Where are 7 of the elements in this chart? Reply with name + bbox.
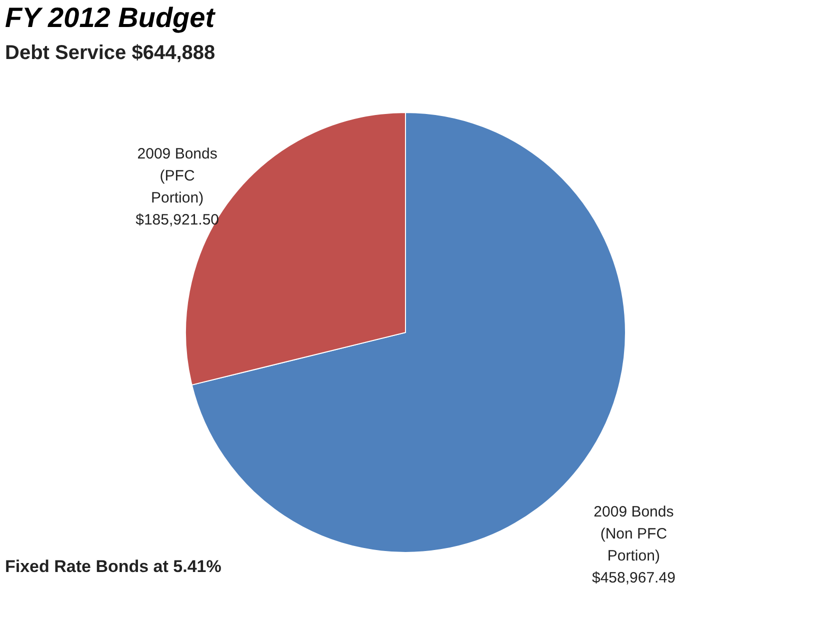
slice-label: 2009 Bonds (Non PFC Portion) — [594, 503, 674, 564]
data-label: $185,921.50 — [136, 212, 220, 229]
data-label: $458,967.49 — [592, 569, 676, 586]
chart-subtitle: Debt Service $644,888 — [5, 42, 216, 64]
chart-title: FY 2012 Budget — [5, 2, 216, 33]
slice-label: 2009 Bonds (PFC Portion) — [137, 146, 218, 207]
text: Fixed Rate Bonds at 5.41% — [5, 557, 222, 576]
